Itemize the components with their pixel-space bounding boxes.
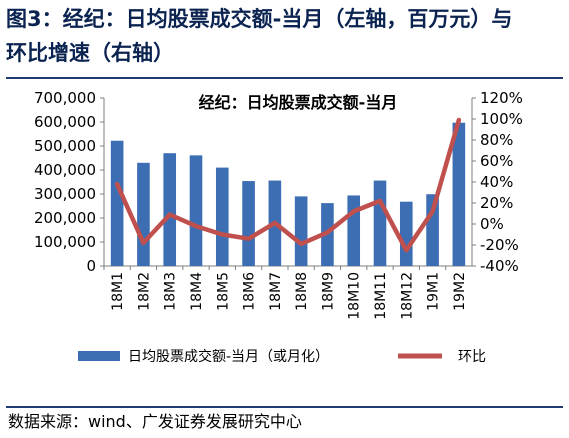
right-tick-label: 40%	[480, 173, 513, 191]
growth-point	[326, 231, 328, 233]
figure-title: 图3：经纪：日均股票成交额-当月（左轴，百万元）与 环比增速（右轴）	[6, 2, 562, 80]
x-tick-label: 18M10	[347, 272, 363, 320]
growth-point	[405, 249, 407, 251]
x-tick-label: 18M6	[242, 272, 258, 311]
bar	[373, 180, 387, 266]
right-tick-label: 120%	[480, 89, 523, 107]
x-tick-label: 18M5	[215, 272, 231, 311]
growth-point	[274, 222, 276, 224]
bar	[242, 181, 255, 266]
legend-line-label: 环比	[458, 349, 486, 365]
growth-point	[116, 183, 118, 185]
growth-line	[114, 117, 462, 253]
top-divider	[6, 77, 563, 79]
chart: 0 100,000 200,000 300,000 400,000 500,000 600,…	[34, 89, 523, 365]
bar	[452, 122, 466, 266]
x-tick-label: 18M2	[136, 272, 152, 311]
left-tick-label: 100,000	[34, 233, 96, 251]
source-note: 数据来源：wind、广发证券发展研究中心	[8, 412, 302, 431]
growth-point	[169, 214, 171, 216]
growth-point	[221, 234, 223, 235]
growth-point	[379, 200, 381, 202]
growth-point	[353, 210, 355, 212]
x-tick-label: 18M3	[163, 272, 179, 311]
x-tick-label: 18M7	[268, 272, 284, 311]
growth-point	[432, 210, 434, 212]
right-tick-label: 80%	[480, 131, 513, 149]
right-tick-label: -40%	[480, 257, 519, 275]
growth-point	[248, 238, 250, 240]
axis-labels: 0 100,000 200,000 300,000 400,000 500,000 600,…	[34, 89, 523, 320]
growth-point	[195, 225, 197, 227]
x-tick-label: 19M2	[452, 272, 468, 311]
bar	[137, 162, 150, 266]
axes	[100, 97, 476, 270]
bar	[110, 140, 124, 266]
bar	[347, 195, 361, 266]
growth-point	[142, 242, 144, 244]
left-tick-label: 600,000	[34, 113, 96, 131]
right-tick-label: 20%	[480, 194, 513, 212]
bar-series	[110, 122, 466, 266]
bottom-divider	[6, 406, 563, 408]
x-tick-label: 18M12	[399, 272, 415, 320]
left-tick-label: 700,000	[34, 89, 96, 107]
right-tick-label: -20%	[480, 236, 519, 254]
right-tick-label: 100%	[480, 110, 523, 128]
bar	[163, 153, 177, 266]
x-tick-label: 18M11	[373, 272, 389, 320]
right-tick-label: 60%	[480, 152, 513, 170]
bar	[294, 196, 308, 266]
legend-bar-swatch	[78, 351, 120, 361]
left-tick-label: 200,000	[34, 209, 96, 227]
figure-title-line2: 环比增速（右轴）	[6, 41, 174, 65]
bar	[215, 167, 229, 266]
x-tick-label: 18M9	[320, 272, 336, 311]
legend: 日均股票成交额-当月（或月化） 环比	[78, 348, 486, 365]
x-tick-label: 19M1	[426, 272, 442, 311]
bar	[189, 155, 203, 266]
left-tick-label: 0	[86, 257, 96, 275]
x-tick-label: 18M4	[189, 272, 205, 311]
bar	[399, 201, 413, 266]
figure-title-line1: 图3：经纪：日均股票成交额-当月（左轴，百万元）与	[6, 7, 513, 31]
right-tick-label: 0%	[480, 215, 504, 233]
left-tick-label: 400,000	[34, 161, 96, 179]
left-tick-label: 300,000	[34, 185, 96, 203]
line-series	[114, 117, 462, 253]
left-tick-label: 500,000	[34, 137, 96, 155]
x-tick-label: 18M1	[110, 272, 126, 311]
legend-bar-label: 日均股票成交额-当月（或月化）	[128, 348, 329, 365]
chart-title: 经纪：日均股票成交额-当月	[199, 93, 398, 112]
x-tick-label: 18M8	[294, 272, 310, 311]
growth-point	[300, 243, 302, 245]
growth-point	[458, 119, 460, 121]
